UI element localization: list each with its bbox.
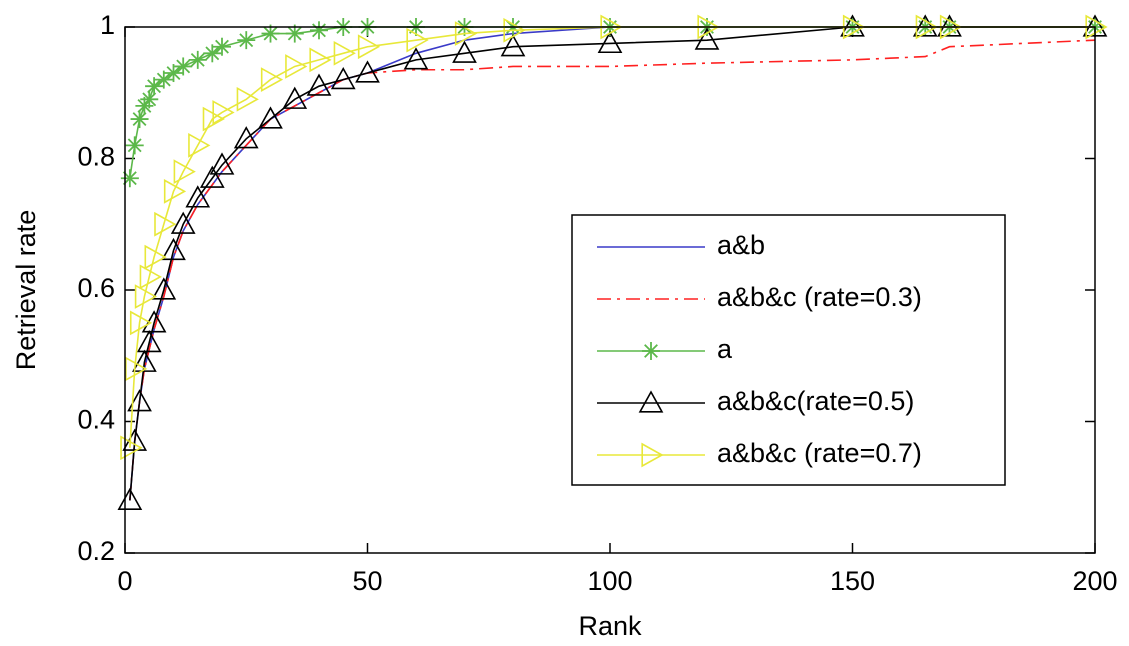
triangle-right-marker [120,435,143,461]
star-stroke [205,46,220,61]
x-tick-label: 50 [352,566,382,596]
triangle-right-marker [173,159,196,185]
triangle-right-marker [139,264,162,290]
star-marker [285,24,304,43]
triangle-marker [597,30,623,54]
triangle-marker [185,185,211,208]
star-stroke [287,26,302,41]
star-marker [130,110,149,129]
y-tick-label: 0.4 [77,405,115,435]
star-stroke [147,79,162,94]
star-marker [120,169,139,188]
triangle-right-marker [144,244,167,270]
star-marker [174,57,193,76]
triangle-marker [403,47,429,70]
star-marker [310,21,328,40]
triangle-marker [127,389,152,412]
triangle-marker [258,106,283,129]
y-tick-label: 1 [100,10,115,40]
triangle-right-marker [641,442,664,468]
triangle-right-marker [212,100,235,125]
triangle-right-marker [129,310,153,336]
triangle-right-marker [309,47,332,73]
triangle-right-marker [125,356,148,382]
triangle-marker [199,165,225,188]
star-marker [237,31,256,50]
x-axis-label: Rank [578,611,642,641]
triangle-marker [136,329,162,353]
triangle-right-marker [260,67,284,92]
triangle-marker [306,73,332,96]
star-stroke [166,66,181,80]
plot-frame [124,26,1096,554]
star-marker [213,37,231,56]
triangle-right-marker [333,40,356,66]
triangle-marker [452,40,477,63]
y-tick-label: 0.6 [77,273,115,303]
legend-label: a [717,334,733,364]
star-stroke [215,39,229,54]
star-stroke [127,138,142,153]
star-stroke [239,33,254,48]
series-line [129,26,1095,179]
star-stroke [176,59,191,74]
triangle-marker [912,14,938,37]
triangle-right-marker [163,179,187,204]
legend-label: a&b [717,230,765,260]
x-tick-label: 200 [1072,566,1117,596]
triangle-right-marker [285,54,308,79]
star-stroke [312,23,326,38]
star-stroke [263,26,278,41]
star-marker [642,342,660,360]
triangle-marker [209,152,235,175]
y-tick-label: 0.2 [77,536,115,566]
star-stroke [644,344,658,358]
triangle-right-marker [236,86,259,112]
triangle-marker [330,66,356,90]
triangle-marker [170,211,196,234]
triangle-right-marker [406,27,429,53]
legend-box [571,214,1006,486]
triangle-marker [355,60,380,83]
star-marker [125,136,144,155]
triangle-marker [161,237,186,261]
x-tick-label: 100 [587,566,632,596]
x-tick-label: 150 [830,566,875,596]
legend-label: a&b&c(rate=0.5) [717,386,914,416]
triangle-marker [638,390,664,413]
y-axis-label: Retrieval rate [11,210,41,371]
triangle-marker [840,14,865,37]
triangle-marker [694,27,720,50]
triangle-marker [937,14,962,37]
star-marker [154,70,173,89]
star-marker [203,44,222,63]
star-stroke [156,72,171,87]
triangle-right-marker [454,21,478,46]
triangle-right-marker [134,284,158,309]
legend-label: a&b&c (rate=0.7) [717,438,922,468]
triangle-marker [282,86,308,109]
star-marker [188,50,207,69]
triangle-marker [122,428,148,451]
legend-label: a&b&c (rate=0.3) [717,282,922,312]
triangle-right-marker [503,17,526,43]
y-tick-label: 0.8 [77,142,115,172]
star-marker [145,77,164,96]
star-marker [164,64,183,83]
triangle-marker [233,126,259,149]
triangle-marker [132,349,157,372]
triangle-right-marker [188,132,211,158]
triangle-right-marker [154,211,177,237]
triangle-marker [151,277,177,300]
x-tick-label: 0 [117,566,132,596]
star-stroke [190,52,205,67]
triangle-right-marker [357,34,381,60]
triangle-marker [500,34,526,57]
star-marker [140,90,159,109]
